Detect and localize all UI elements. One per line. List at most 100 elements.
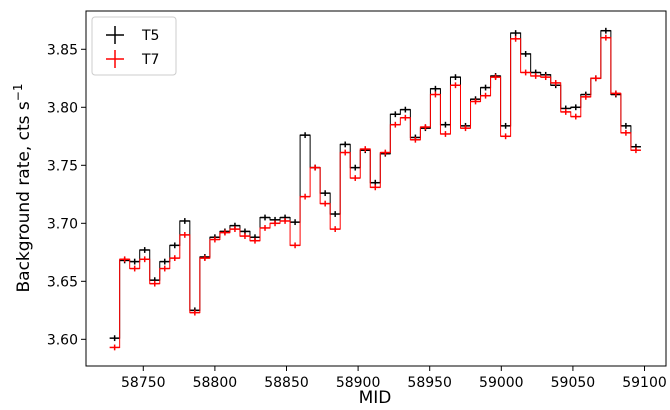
data-point-t7 (530, 73, 541, 79)
data-point-t7 (580, 93, 591, 100)
data-point-t5 (570, 104, 581, 111)
data-point-t7 (119, 256, 130, 263)
data-point-t7 (550, 80, 561, 86)
data-point-t5 (390, 111, 401, 118)
data-point-t7 (320, 200, 331, 207)
data-point-t5 (620, 122, 631, 129)
data-point-t5 (169, 242, 180, 249)
data-point-t7 (260, 225, 271, 231)
y-tick-label: 3.65 (47, 274, 78, 290)
data-point-t7 (630, 147, 641, 154)
data-point-t5 (450, 74, 461, 81)
data-point-t7 (239, 233, 250, 239)
plot-frame (85, 10, 667, 367)
series-layer (109, 27, 641, 351)
data-point-t7 (500, 133, 511, 140)
data-point-t7 (189, 309, 200, 316)
data-point-t7 (280, 218, 291, 224)
data-point-t7 (229, 226, 240, 233)
data-point-t5 (510, 30, 521, 36)
x-tick-label: 59000 (479, 375, 524, 391)
legend-label-t5: T5 (141, 28, 159, 44)
data-point-t7 (129, 265, 140, 272)
data-point-t7 (450, 82, 461, 89)
y-tick-label: 3.70 (47, 216, 78, 232)
data-point-t7 (400, 114, 411, 121)
data-point-t7 (560, 109, 571, 115)
data-point-t7 (209, 236, 220, 243)
data-point-t7 (480, 92, 491, 99)
y-axis-label-text: Background rate, cts s (14, 101, 34, 292)
data-point-t7 (370, 184, 381, 191)
data-point-t7 (350, 175, 361, 181)
data-point-t7 (570, 113, 581, 120)
data-point-t7 (139, 256, 150, 263)
data-point-t7 (360, 146, 371, 152)
data-point-t5 (320, 190, 331, 197)
data-point-t7 (600, 34, 611, 41)
y-axis: 3.60 3.65 3.70 3.75 3.80 3.85 (47, 42, 86, 348)
data-point-t5 (600, 27, 611, 34)
data-point-t7 (460, 125, 471, 132)
data-point-t5 (139, 247, 150, 253)
data-point-t5 (400, 106, 411, 113)
data-point-t7 (249, 237, 260, 244)
plot-area (109, 27, 641, 351)
data-point-t5 (480, 84, 491, 91)
data-point-t7 (420, 124, 431, 130)
x-tick-label: 58800 (193, 375, 238, 391)
data-point-t7 (590, 75, 601, 82)
data-point-t5 (300, 132, 311, 139)
data-point-t7 (470, 98, 481, 105)
y-tick-label: 3.75 (47, 158, 78, 174)
data-point-t5 (179, 218, 190, 224)
legend-frame (91, 16, 177, 76)
data-point-t7 (109, 344, 120, 351)
data-point-t5 (260, 214, 271, 221)
data-point-t7 (390, 121, 401, 128)
data-point-t7 (169, 255, 180, 262)
data-point-t7 (440, 131, 451, 137)
y-tick-label: 3.60 (47, 332, 78, 348)
data-point-t7 (490, 74, 501, 81)
data-point-t7 (380, 149, 391, 156)
data-point-t7 (510, 35, 521, 42)
data-point-t7 (219, 229, 230, 236)
y-tick-label: 3.80 (47, 100, 78, 116)
series-t7 (109, 34, 641, 351)
data-point-t7 (290, 242, 301, 249)
data-point-t7 (620, 129, 631, 136)
legend: T5 T7 (91, 16, 177, 76)
data-point-t7 (540, 74, 551, 81)
data-point-t5 (440, 121, 451, 128)
data-point-t7 (430, 91, 441, 98)
x-axis-label: MID (359, 388, 392, 408)
data-point-t7 (310, 164, 321, 171)
data-point-t5 (520, 51, 531, 57)
legend-label-t7: T7 (141, 52, 159, 68)
legend-entry-t7: T7 (106, 50, 159, 68)
data-point-t7 (330, 226, 341, 233)
x-tick-label: 58950 (407, 375, 452, 391)
y-axis-label: Background rate, cts s−1 (11, 84, 34, 293)
data-point-t5 (109, 335, 120, 342)
x-tick-label: 58750 (121, 375, 166, 391)
data-point-t5 (500, 122, 511, 129)
x-tick-label: 59100 (622, 375, 667, 391)
data-point-t5 (129, 258, 140, 265)
data-point-t7 (410, 136, 421, 143)
data-point-t7 (159, 265, 170, 272)
data-point-t5 (330, 211, 341, 217)
data-point-t7 (199, 255, 210, 262)
data-point-t7 (340, 149, 351, 156)
data-point-t7 (610, 90, 621, 97)
legend-entry-t5: T5 (106, 26, 159, 44)
series-line-t7 (114, 37, 636, 348)
data-point-t7 (270, 220, 281, 227)
data-point-t7 (179, 232, 190, 238)
x-tick-label: 58900 (336, 375, 381, 391)
y-tick-label: 3.85 (47, 42, 78, 58)
x-axis: 58750 58800 58850 58900 58950 59000 59050 59100 (121, 366, 667, 391)
data-point-t5 (350, 164, 361, 171)
